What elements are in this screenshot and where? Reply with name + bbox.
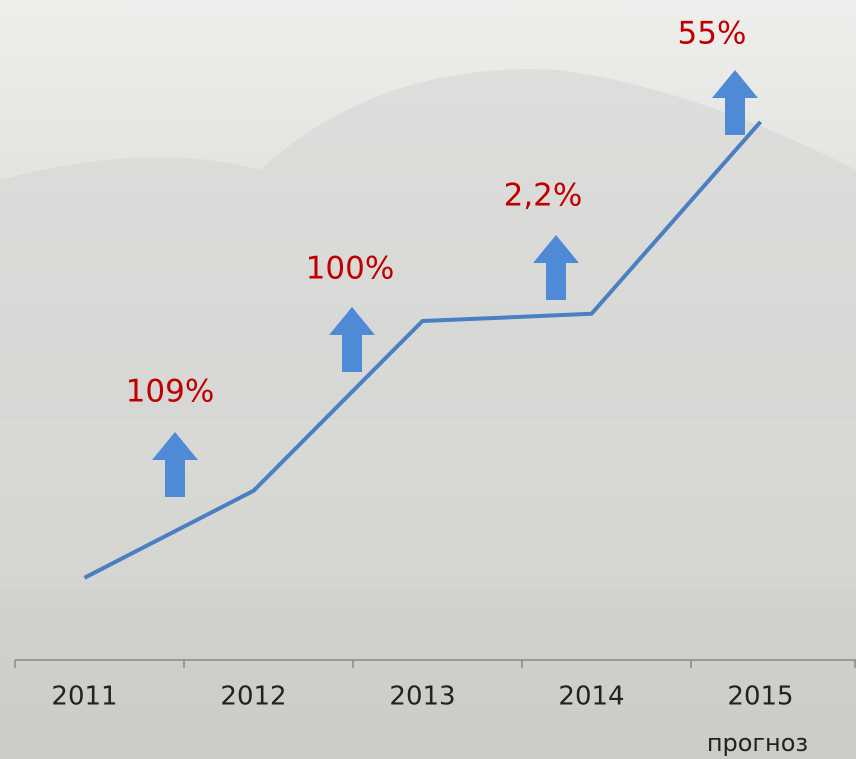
x-tick-label: 2015 — [727, 682, 793, 712]
x-tick-label: 2011 — [51, 682, 117, 712]
growth-label: 109% — [126, 374, 215, 410]
x-tick-label: 2012 — [220, 682, 286, 712]
chart: 2011 2012 2013 2014 2015 прогноз 109% 100% 2,2% 5… — [0, 0, 856, 759]
growth-label: 2,2% — [504, 178, 583, 214]
growth-label: 100% — [306, 251, 395, 287]
forecast-label: прогноз — [707, 729, 808, 757]
x-tick-label: 2013 — [389, 682, 455, 712]
x-tick-label: 2014 — [558, 682, 624, 712]
growth-label: 55% — [678, 16, 747, 52]
